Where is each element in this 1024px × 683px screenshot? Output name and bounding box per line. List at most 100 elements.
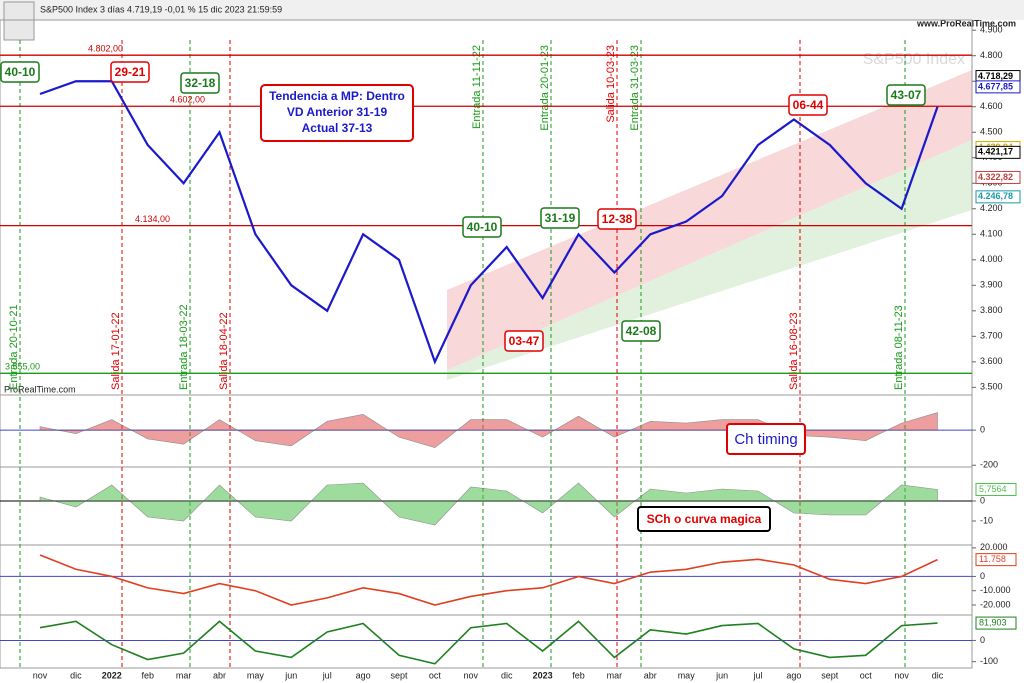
x-tick-label: jul: [752, 670, 762, 680]
x-tick-label: ago: [786, 670, 801, 680]
info-line: Actual 37-13: [302, 121, 373, 135]
signal-label: Entrada 20-10-21: [8, 304, 20, 390]
annotation: 40-10: [467, 220, 498, 234]
y-tick-label: 3.800: [980, 305, 1003, 315]
app-icon: [3, 1, 35, 41]
annotation: 31-19: [545, 211, 576, 225]
reference-label: 4.802,00: [88, 44, 123, 54]
annotation: 32-18: [185, 76, 216, 90]
x-tick-label: feb: [141, 670, 154, 680]
header-title: S&P500 Index 3 días 4.719,19 -0,01 % 15 …: [40, 4, 282, 14]
y-tick-label: 3.700: [980, 331, 1003, 341]
y-tick-label: 0: [980, 424, 985, 434]
y-tick-label: -200: [980, 460, 998, 470]
reference-label: 3.555,00: [5, 362, 40, 372]
y-tick-label: 0: [980, 635, 985, 645]
price-label: 4.421,17: [978, 147, 1013, 157]
annotation-box: [621, 320, 661, 342]
y-tick-label: 4.100: [980, 229, 1003, 239]
x-tick-label: ago: [356, 670, 371, 680]
panel-label-box: [726, 423, 806, 455]
y-tick-label: -20.000: [980, 599, 1011, 609]
annotation: 42-08: [626, 324, 657, 338]
x-tick-label: nov: [464, 670, 479, 680]
signal-label: Entrada 20-01-23: [539, 45, 551, 131]
y-tick-label: -10.000: [980, 585, 1011, 595]
x-tick-label: dic: [70, 670, 82, 680]
x-tick-label: dic: [501, 670, 513, 680]
price-label: 4.246,78: [978, 191, 1013, 201]
last-value-label: 5,7564: [979, 484, 1007, 494]
y-tick-label: 4.000: [980, 254, 1003, 264]
line: [39, 620, 938, 665]
y-tick-label: 3.600: [980, 356, 1003, 366]
x-tick-label: sept: [821, 670, 839, 680]
line: [39, 554, 938, 606]
x-tick-label: mar: [607, 670, 623, 680]
x-tick-label: mar: [176, 670, 192, 680]
watermark: S&P500 Index: [863, 51, 965, 68]
footer-brand: ProRealTime.com: [4, 384, 76, 394]
signal-label: Salida 10-03-23: [605, 45, 617, 123]
info-box: [260, 84, 414, 142]
x-tick-label: may: [247, 670, 265, 680]
annotation: 43-07: [891, 88, 922, 102]
y-tick-label: 4.800: [980, 50, 1003, 60]
x-tick-label: nov: [33, 670, 48, 680]
y-tick-label: 4.600: [980, 101, 1003, 111]
annotation: 29-21: [115, 65, 146, 79]
x-tick-label: sept: [390, 670, 408, 680]
annotation: 03-47: [509, 334, 540, 348]
y-tick-label: 4.500: [980, 127, 1003, 137]
signal-label: Entrada 31-03-23: [629, 45, 641, 131]
signal-label: Entrada 11-11-22: [471, 45, 483, 129]
x-tick-label: feb: [572, 670, 585, 680]
y-tick-label: 3.900: [980, 280, 1003, 290]
area: [39, 412, 938, 449]
site: www.ProRealTime.com: [916, 18, 1016, 28]
y-tick-label: 3.500: [980, 382, 1003, 392]
last-value-box: [975, 482, 1017, 496]
last-value-label: 81,903: [979, 617, 1007, 627]
y-tick-label: -100: [980, 656, 998, 666]
x-tick-label: jun: [284, 670, 297, 680]
annotation: 06-44: [793, 98, 824, 112]
price-label: 4.322,82: [978, 172, 1013, 182]
annotation: 40-10: [5, 65, 36, 79]
annotation-box: [180, 72, 220, 94]
last-value-label: 11.758: [979, 554, 1006, 564]
last-value-box: [975, 616, 1017, 630]
reference-label: 4.134,00: [135, 214, 170, 224]
annotation-box: [0, 61, 40, 83]
signal-label: Salida 18-04-22: [218, 312, 230, 390]
y-tick-label: 0: [980, 495, 985, 505]
price-label: 4.677,85: [978, 81, 1013, 91]
x-tick-label: 2023: [533, 670, 553, 680]
annotation-box: [597, 208, 637, 230]
x-tick-label: oct: [429, 670, 442, 680]
annotation-box: [788, 94, 828, 116]
x-tick-label: oct: [860, 670, 873, 680]
annotation-box: [462, 216, 502, 238]
reference-label: 4.602,00: [170, 95, 205, 105]
price-box: [975, 80, 1021, 94]
y-tick-label: 4.200: [980, 203, 1003, 213]
annotation-box: [110, 61, 150, 83]
price-box: [975, 170, 1021, 184]
area: [39, 482, 938, 526]
bull-channel: [447, 140, 972, 380]
y-tick-label: 0: [980, 571, 985, 581]
header-bar: [0, 0, 1024, 20]
signal-label: Salida 17-01-22: [110, 312, 122, 390]
bear-channel: [447, 70, 972, 370]
annotation: 12-38: [602, 212, 633, 226]
info-line: Tendencia a MP: Dentro: [269, 89, 405, 103]
x-tick-label: jul: [322, 670, 332, 680]
panel-label-box: [637, 506, 771, 532]
line: [39, 80, 939, 365]
x-tick-label: nov: [894, 670, 909, 680]
price-box: [975, 190, 1021, 204]
panel-label: SCh o curva magica: [647, 512, 762, 526]
frames: [0, 19, 973, 669]
